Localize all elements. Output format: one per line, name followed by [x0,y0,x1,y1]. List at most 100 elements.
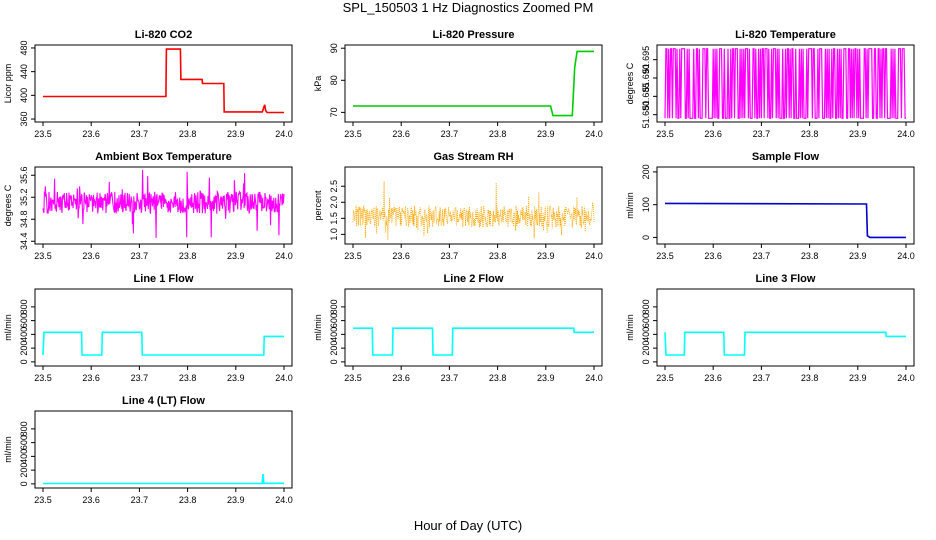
y-tick-label: 400 [641,327,651,342]
chart-panel-2: Li-820 Pressure kPa 23.5 23.6 23.7 23.8 23.9 24… [313,29,603,139]
chart-panel-7: Line 1 Flow ml/min 23.5 23.6 23.7 23.8 23.9 24.… [3,273,293,383]
chart-panel-5: Gas Stream RH percent 23.5 23.6 23.7 23.8 23.9… [313,151,603,261]
x-tick-label: 23.5 [34,251,52,261]
y-tick-label: 480 [19,40,29,55]
x-tick-label: 23.9 [227,129,245,139]
x-tick-label: 24.0 [275,373,293,383]
plot-frame [34,410,293,489]
x-tick-label: 24.0 [897,129,915,139]
y-axis-label: ml/min [3,436,13,463]
x-tick-label: 23.5 [656,373,674,383]
y-tick-label: 0 [641,359,651,364]
chart-title: Ambient Box Temperature [95,151,232,163]
x-tick-label: 23.8 [179,495,197,505]
x-tick-label: 24.0 [585,129,603,139]
x-tick-label: 24.0 [897,251,915,261]
y-tick-label: 200 [641,341,651,356]
chart-title: Li-820 Pressure [433,29,515,41]
x-tick-label: 23.7 [441,251,459,261]
y-axis-label: degrees C [625,62,635,104]
chart-panel-10: Line 4 (LT) Flow ml/min 23.5 23.6 23.7 23.8 23… [3,395,293,505]
chart-panel-4: Ambient Box Temperature degrees C 23.5 23.6… [3,151,293,261]
data-series-points [352,181,595,241]
y-tick-label: 34.4 [19,232,29,250]
chart-title: Line 4 (LT) Flow [122,395,205,407]
x-tick-label: 23.9 [849,373,867,383]
x-tick-label: 23.5 [34,373,52,383]
y-axis-label: ml/min [625,192,635,219]
data-series-line [664,331,906,356]
x-tick-label: 23.7 [441,373,459,383]
x-tick-label: 23.5 [34,129,52,139]
x-tick-label: 23.6 [704,251,722,261]
chart-title: Gas Stream RH [433,151,513,163]
x-tick-label: 23.8 [801,251,819,261]
y-axis-label: ml/min [3,314,13,341]
y-tick-label: 400 [19,88,29,103]
y-axis-label: ml/min [625,314,635,341]
y-axis-label: kPa [313,76,323,92]
y-tick-label: 0 [19,481,29,486]
chart-panel-8: Line 2 Flow ml/min 23.5 23.6 23.7 23.8 23.9 24.… [313,273,603,383]
x-tick-label: 23.7 [753,251,771,261]
y-tick-label: 200 [19,341,29,356]
x-tick-label: 23.5 [344,251,362,261]
data-series-line [353,50,594,117]
chart-title: Line 1 Flow [134,273,194,285]
y-tick-label: 440 [19,64,29,79]
plot-frame [656,166,915,245]
x-tick-label: 23.9 [537,129,555,139]
x-tick-label: 23.8 [179,373,197,383]
figure-title: SPL_150503 1 Hz Diagnostics Zoomed PM [342,0,594,15]
x-tick-label: 23.8 [179,251,197,261]
chart-title: Line 2 Flow [444,273,504,285]
chart-panel-3: Li-820 Temperature degrees C 23.5 23.6 23.7 2… [625,29,915,139]
x-tick-label: 23.6 [82,129,100,139]
x-tick-label: 23.5 [656,251,674,261]
y-tick-label: 70 [329,107,339,117]
x-tick-label: 23.7 [753,373,771,383]
y-tick-label: 0 [19,359,29,364]
chart-title: Li-820 CO2 [135,29,192,41]
x-tick-label: 23.7 [131,373,149,383]
data-series-line [664,48,906,119]
x-tick-label: 23.6 [392,373,410,383]
y-axis-label: ml/min [313,314,323,341]
y-tick-label: 360 [19,112,29,127]
x-tick-label: 23.8 [801,373,819,383]
y-axis-label: percent [313,190,323,221]
y-tick-label: 600 [19,435,29,450]
x-tick-label: 23.6 [704,373,722,383]
chart-panel-9: Line 3 Flow ml/min 23.5 23.6 23.7 23.8 23.9 24.… [625,273,915,383]
x-tick-label: 23.7 [131,129,149,139]
x-tick-label: 23.9 [227,373,245,383]
y-tick-label: 200 [19,463,29,478]
x-tick-label: 24.0 [275,129,293,139]
x-tick-label: 24.0 [897,373,915,383]
y-tick-label: 400 [329,327,339,342]
x-tick-label: 23.6 [704,129,722,139]
chart-panel-1: Li-820 CO2 Licor ppm 23.5 23.6 23.7 23.8 23.9 2… [3,29,293,139]
data-series-line [43,48,284,114]
plot-frame [34,44,293,123]
y-tick-label: 400 [19,449,29,464]
x-tick-label: 23.9 [537,373,555,383]
y-tick-label: 0 [329,359,339,364]
x-tick-label: 23.9 [849,251,867,261]
y-tick-label: 34.8 [19,210,29,228]
x-tick-label: 23.7 [131,495,149,505]
x-tick-label: 23.5 [344,129,362,139]
x-tick-label: 23.5 [656,129,674,139]
y-tick-label: 600 [329,313,339,328]
y-tick-label: 51.680 [641,101,651,129]
x-tick-label: 23.5 [34,495,52,505]
y-tick-label: 0 [641,235,651,240]
y-tick-label: 1.0 [329,228,339,241]
x-tick-label: 23.9 [537,251,555,261]
x-tick-label: 23.9 [227,251,245,261]
y-tick-label: 100 [641,197,651,212]
y-tick-label: 800 [641,299,651,314]
y-tick-label: 800 [329,299,339,314]
